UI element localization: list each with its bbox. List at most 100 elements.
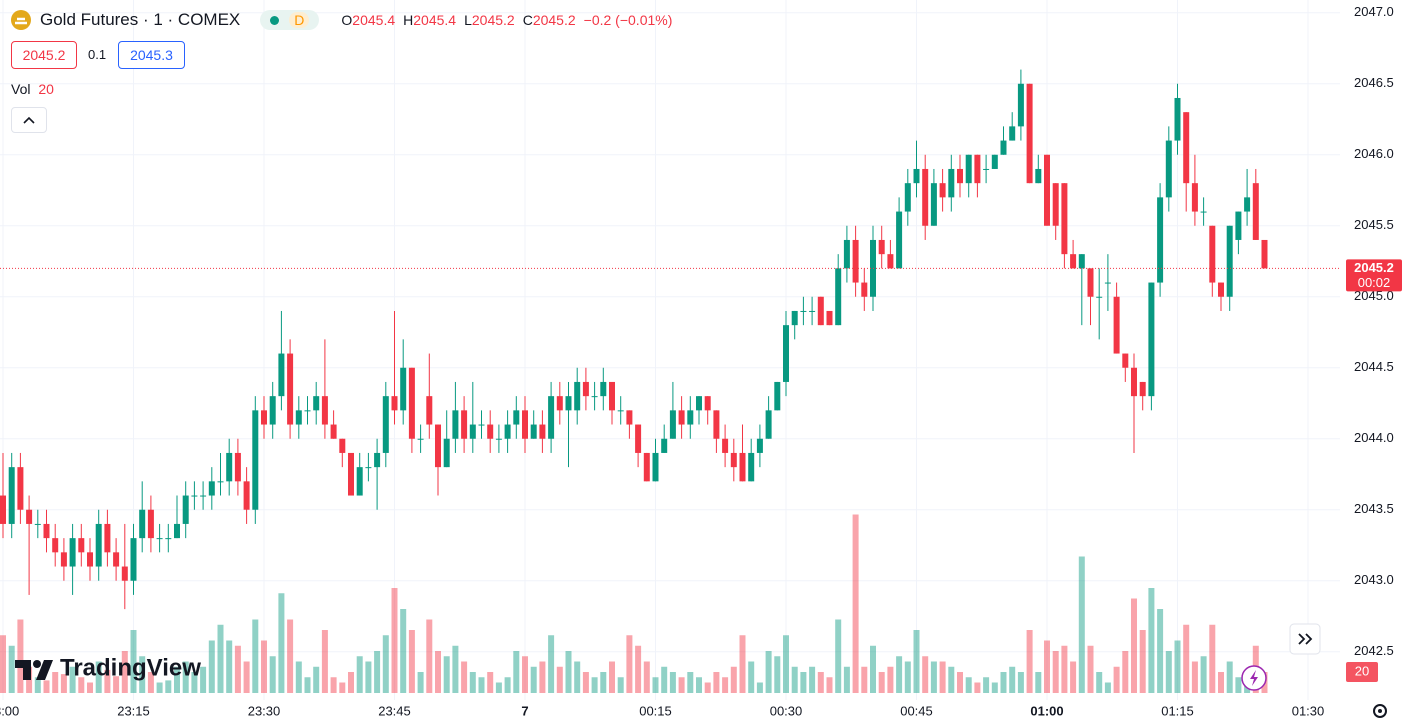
volume-bar: [495, 682, 502, 693]
candle-body: [1174, 97, 1181, 141]
x-tick-label: 7: [521, 703, 528, 718]
candle-body: [200, 495, 207, 497]
volume-bar: [722, 677, 729, 693]
candle-body: [130, 538, 137, 581]
candle-body: [730, 452, 737, 468]
candle-body: [1122, 353, 1129, 368]
volume-bar: [1113, 666, 1120, 693]
volume-bar: [791, 666, 798, 693]
y-tick-label: 2046.0: [1354, 146, 1394, 161]
symbol-icon-bars: [15, 17, 27, 25]
volume-legend-label: Vol: [11, 81, 31, 97]
volume-bar: [113, 676, 120, 693]
candle-body: [226, 452, 233, 482]
volume-bar: [17, 619, 24, 693]
volume-bar: [156, 682, 163, 693]
candle-body: [174, 523, 180, 539]
symbol-icon: [11, 10, 31, 30]
candle-body: [1078, 254, 1085, 269]
volume-bar: [165, 680, 172, 693]
x-tick-label: 23:15: [117, 703, 150, 718]
candle-body: [417, 438, 424, 440]
collapse-button[interactable]: [11, 107, 47, 133]
candle-body: [565, 396, 572, 411]
volume-bar: [1191, 661, 1198, 693]
settings-icon[interactable]: [1373, 704, 1387, 718]
scroll-button[interactable]: [1289, 623, 1321, 655]
volume-bar: [60, 674, 67, 693]
candle-body: [1209, 225, 1216, 283]
sell-button[interactable]: 2045.2: [11, 41, 77, 69]
candle-body: [408, 367, 415, 439]
ohlc-value: 2045.2: [532, 12, 576, 28]
candle-body: [1235, 211, 1242, 240]
candle-body: [1052, 183, 1059, 226]
volume-bar: [426, 619, 433, 693]
candle-body: [556, 396, 563, 411]
candle-body: [904, 183, 911, 212]
candle-body: [69, 538, 76, 567]
volume-legend: Vol 20: [11, 81, 54, 97]
volume-bar: [1070, 661, 1077, 693]
candle-body: [887, 254, 894, 269]
volume-bar: [348, 672, 354, 693]
logo-text: TradingView: [60, 654, 201, 681]
volume-tag-bg: [1346, 662, 1378, 682]
lightning-button[interactable]: [1241, 665, 1267, 691]
volume-bar: [278, 593, 285, 693]
symbol-title[interactable]: Gold Futures · 1 · COMEX: [40, 10, 241, 29]
volume-bar: [261, 640, 267, 693]
volume-bar: [1226, 661, 1233, 693]
candle-body: [591, 396, 598, 398]
x-tick-label: 00:15: [639, 703, 672, 718]
volume-bar: [922, 656, 929, 693]
volume-bar: [756, 682, 763, 693]
volume-bar: [8, 645, 15, 693]
settings-button[interactable]: [1373, 704, 1387, 718]
volume-bar: [252, 619, 259, 693]
logo: TradingView: [15, 654, 201, 681]
candle-pane: [0, 69, 1340, 610]
candle-body: [1226, 225, 1233, 297]
candle-body: [304, 410, 311, 412]
lightning-icon: [1250, 670, 1258, 686]
status-pill[interactable]: D: [260, 10, 320, 30]
candle-body: [295, 410, 302, 425]
candle-body: [252, 410, 259, 510]
volume-bar: [861, 666, 868, 693]
volume-bar: [435, 651, 441, 693]
candle-body: [582, 381, 589, 397]
volume-bar: [243, 661, 250, 693]
volume-bar: [678, 677, 685, 693]
volume-bar: [809, 666, 816, 693]
time-axis-bg: [0, 700, 1340, 725]
volume-bar: [1235, 677, 1242, 693]
buy-button[interactable]: 2045.3: [118, 41, 185, 69]
candle-body: [348, 452, 354, 496]
candle-body: [374, 452, 381, 468]
volume-bar: [1000, 672, 1007, 693]
candle-body: [843, 239, 850, 269]
candle-body: [269, 396, 276, 425]
volume-bar: [800, 672, 807, 693]
candle-body: [339, 438, 346, 453]
volume-bar: [617, 677, 624, 693]
volume-bar: [730, 666, 737, 693]
volume-bar: [234, 645, 241, 693]
candle-body: [1009, 126, 1016, 141]
volume-bar: [69, 666, 76, 693]
candle-body: [1148, 282, 1155, 397]
candle-body: [687, 410, 694, 425]
ohlc-item: C2045.2: [523, 12, 576, 28]
volume-bar: [313, 666, 320, 693]
volume-bar: [965, 677, 972, 693]
volume-bar: [52, 672, 59, 693]
candle-body: [704, 396, 711, 411]
candle-body: [791, 310, 798, 326]
volume-bar: [1183, 624, 1190, 693]
candle-body: [878, 239, 885, 255]
ohlc-item: O2045.4: [341, 12, 395, 28]
volume-bar: [330, 677, 337, 693]
header: Gold Futures · 1 · COMEX D O2045.4 H2045.…: [10, 9, 672, 31]
candle-body: [1183, 112, 1190, 184]
